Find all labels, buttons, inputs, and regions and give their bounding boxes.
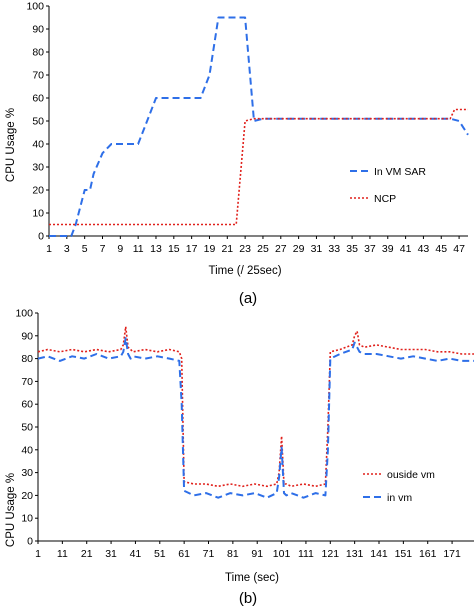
panel-b-xtick-label: 161 — [419, 548, 437, 560]
panel-b-ytick-label: 0 — [27, 536, 33, 548]
panel-a-xtick-label: 1 — [46, 243, 52, 255]
panel-b-ytick-label: 60 — [21, 399, 33, 411]
panel-a-xtick-label: 17 — [186, 243, 198, 255]
panel-b-ytick-label: 10 — [21, 513, 33, 525]
panel-a-legend-label-0: In VM SAR — [374, 166, 426, 178]
panel-b-legend-label-0: ouside vm — [387, 469, 435, 481]
panel-b-xtick-label: 1 — [35, 548, 41, 560]
panel-a-xtick-label: 9 — [117, 243, 123, 255]
panel-a-xtick-label: 27 — [275, 243, 287, 255]
panel-a-ytick-label: 0 — [38, 231, 44, 243]
panel-a-xtick-label: 23 — [239, 243, 251, 255]
panel-a-ytick-label: 20 — [32, 185, 44, 197]
panel-b-ytick-label: 40 — [21, 444, 33, 456]
panel-a-xtick-label: 39 — [382, 243, 394, 255]
panel-b-label: (b) — [239, 590, 257, 606]
panel-b-xtick-label: 81 — [227, 548, 239, 560]
panel-b-xtick-label: 51 — [154, 548, 166, 560]
panel-b-ytick-label: 50 — [21, 422, 33, 434]
panel-b-ytick-label: 70 — [21, 376, 33, 388]
panel-b-xtick-label: 31 — [105, 548, 117, 560]
panel-a-ylabel: CPU Usage % — [5, 108, 17, 182]
panel-b-xlabel: Time (sec) — [225, 572, 279, 584]
panel-b-ylabel: CPU Usage % — [5, 473, 17, 547]
panel-a-xtick-label: 47 — [453, 243, 465, 255]
panel-a-ytick-label: 60 — [32, 93, 44, 105]
panel-a-ytick-label: 100 — [26, 1, 44, 13]
panel-a-ytick-label: 10 — [32, 208, 44, 220]
panel-b-xtick-label: 101 — [273, 548, 291, 560]
panel-a-series-in-vm-sar-line — [49, 16, 469, 237]
panel-b-ytick-label: 20 — [21, 490, 33, 502]
panel-a-xtick-label: 15 — [168, 243, 180, 255]
panel-a-xtick-label: 37 — [364, 243, 376, 255]
panel-a-series-ncp-line — [49, 108, 468, 226]
panel-b-xtick-label: 61 — [178, 548, 190, 560]
panel-a-xtick-label: 33 — [328, 243, 340, 255]
panel-a-ytick-label: 90 — [32, 24, 44, 36]
panel-b-xtick-label: 171 — [443, 548, 461, 560]
panel-a-ytick-label: 40 — [32, 139, 44, 151]
panel-a-xtick-label: 7 — [100, 243, 106, 255]
panel-a-xtick-label: 11 — [133, 243, 144, 255]
panel-b-xtick-label: 111 — [298, 548, 314, 560]
panel-a-xlabel: Time (/ 25sec) — [208, 265, 281, 277]
panel-a-xtick-label: 45 — [435, 243, 447, 255]
panel-b-ytick-label: 90 — [21, 330, 33, 342]
panel-a-xtick-label: 25 — [257, 243, 269, 255]
panel-b-series-ouside-vm-line — [37, 325, 474, 488]
panel-a-ytick-label: 70 — [32, 70, 44, 82]
panel-a-ytick-label: 80 — [32, 47, 44, 59]
panel-a-xtick-label: 35 — [346, 243, 358, 255]
panel-b-xtick-label: 41 — [130, 548, 142, 560]
panel-a-xtick-label: 13 — [150, 243, 162, 255]
panel-b-legend-label-1: in vm — [387, 492, 412, 504]
panel-b-xtick-label: 141 — [370, 548, 388, 560]
panel-a-xtick-label: 41 — [400, 243, 412, 255]
panel-a-xtick-label: 31 — [311, 243, 323, 255]
panel-a-xtick-label: 21 — [221, 243, 233, 255]
panel-a: CPU Usage % Time (/ 25sec) (a) 0 10 20 30 40… — [5, 1, 469, 307]
panel-a-xtick-label: 5 — [82, 243, 88, 255]
panel-a-xtick-label: 3 — [64, 243, 70, 255]
panel-a-xtick-label: 43 — [418, 243, 430, 255]
panel-a-ytick-label: 30 — [32, 162, 44, 174]
panel-a-ytick-label: 50 — [32, 116, 44, 128]
panel-a-legend-label-1: NCP — [374, 193, 396, 205]
panel-b-xtick-label: 21 — [81, 548, 93, 560]
panel-b-ytick-label: 100 — [15, 308, 33, 320]
panel-a-label: (a) — [239, 290, 257, 307]
panel-b-xtick-label: 71 — [203, 548, 215, 560]
panel-b-xtick-label: 151 — [395, 548, 413, 560]
panel-a-xtick-label: 19 — [204, 243, 216, 255]
panel-b-xtick-label: 11 — [57, 548, 68, 560]
panel-b-xtick-label: 121 — [322, 548, 340, 560]
panel-b: CPU Usage % Time (sec) (b) 0 10 20 30 40 50 60… — [5, 308, 474, 606]
panel-b-ytick-label: 30 — [21, 467, 33, 479]
panel-a-xtick-label: 29 — [293, 243, 305, 255]
panel-b-xtick-label: 91 — [251, 548, 263, 560]
panel-b-ytick-label: 80 — [21, 353, 33, 365]
panel-b-xtick-label: 131 — [346, 548, 364, 560]
panel-b-series-in-vm-line — [37, 337, 474, 499]
